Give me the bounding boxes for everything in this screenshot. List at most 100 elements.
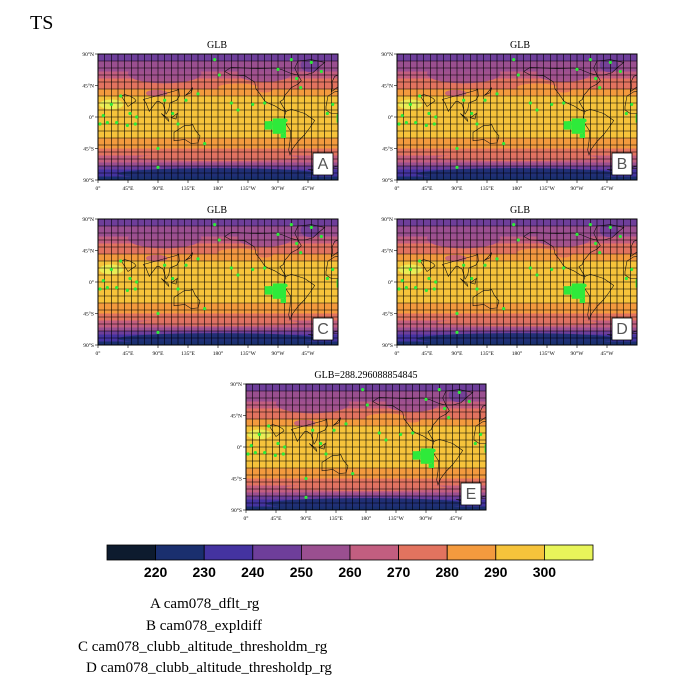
panel-label-box [611, 317, 633, 341]
lat-tick-label: 90°S [382, 342, 393, 349]
panel-label: C [317, 321, 329, 338]
station-point [119, 259, 123, 263]
colorbar-swatch [106, 544, 156, 561]
station-point [512, 223, 516, 227]
station-point [495, 257, 499, 261]
station-block [336, 114, 338, 123]
station-point [408, 102, 412, 106]
station-point [304, 476, 308, 481]
station-point [213, 58, 217, 62]
lon-tick-label: 0° [395, 185, 400, 192]
station-point [516, 73, 520, 77]
station-point [156, 165, 160, 169]
station-point [447, 416, 451, 420]
station-point [196, 257, 200, 261]
lon-tick-label: 180° [512, 185, 522, 192]
station-point [598, 251, 602, 255]
station-point [229, 266, 233, 270]
lon-tick-label: 90°W [420, 515, 434, 522]
station-point [236, 108, 240, 112]
station-point [331, 102, 335, 106]
station-block [336, 279, 338, 288]
lon-tick-label: 180° [213, 350, 223, 357]
station-point [624, 111, 628, 116]
station-point [281, 452, 285, 456]
station-point [588, 223, 592, 227]
station-block [428, 463, 434, 468]
coastline [469, 277, 477, 285]
lon-tick-label: 90°E [451, 350, 463, 357]
station-point [455, 330, 459, 334]
station-point [284, 118, 288, 123]
station-point [325, 111, 329, 116]
ts-region [448, 388, 468, 403]
station-point [567, 286, 571, 290]
station-point [289, 223, 293, 227]
lon-tick-label: 0° [244, 515, 249, 522]
lat-tick-label: 90°N [381, 51, 393, 58]
station-point [156, 311, 160, 316]
coastline [142, 88, 180, 115]
station-block [563, 121, 572, 130]
station-point [427, 111, 431, 116]
station-point [251, 267, 255, 271]
station-point [475, 122, 479, 126]
station-point [268, 286, 272, 290]
station-point [397, 122, 401, 126]
map-body [397, 54, 637, 180]
station-point [176, 122, 180, 126]
station-point [105, 121, 109, 125]
station-point [608, 225, 612, 229]
lat-tick-label: 90°N [381, 216, 393, 223]
station-point [229, 101, 233, 105]
colorbar-label: 280 [436, 564, 460, 580]
map-body [98, 219, 338, 345]
station-point [217, 73, 221, 77]
lat-tick-label: 45°S [83, 146, 94, 153]
station-point [455, 165, 459, 169]
legend-line-b: B cam078_expldiff [146, 618, 262, 634]
lat-tick-label: 45°N [82, 83, 94, 90]
station-point [133, 122, 137, 126]
lon-tick-label: 135°E [181, 350, 195, 357]
station-point [475, 287, 479, 291]
station-point [309, 225, 313, 229]
lat-tick-label: 90°N [230, 381, 242, 388]
lon-tick-label: 90°W [571, 185, 585, 192]
panel-title: GLB [510, 205, 530, 216]
station-point [109, 102, 113, 106]
colorbar-swatch [252, 544, 302, 561]
colorbar-label: 250 [290, 564, 314, 580]
lon-tick-label: 45°W [450, 515, 464, 522]
ts-region [599, 58, 619, 73]
lat-tick-label: 45°S [382, 146, 393, 153]
station-point [203, 142, 207, 146]
station-point [404, 121, 408, 125]
station-point [125, 288, 129, 292]
colorbar-label: 270 [387, 564, 411, 580]
station-point [253, 451, 257, 455]
station-point [304, 495, 308, 499]
coastline [472, 124, 500, 144]
station-point [98, 287, 102, 291]
lon-tick-label: 45°E [270, 515, 282, 522]
coastline [484, 87, 492, 96]
station-point [135, 280, 139, 284]
lon-tick-label: 135°W [539, 185, 555, 192]
station-point [171, 276, 175, 281]
lon-tick-label: 90°W [272, 350, 286, 357]
colorbar-label: 290 [484, 564, 508, 580]
lon-tick-label: 0° [96, 185, 101, 192]
lon-tick-label: 90°E [300, 515, 312, 522]
station-point [171, 111, 175, 116]
station-point [408, 267, 412, 271]
coastline [321, 454, 349, 474]
colorbar-label: 220 [144, 564, 168, 580]
station-point [299, 251, 303, 255]
station-point [624, 276, 628, 281]
station-point [309, 60, 313, 64]
station-point [344, 422, 348, 426]
coastline [290, 418, 328, 445]
